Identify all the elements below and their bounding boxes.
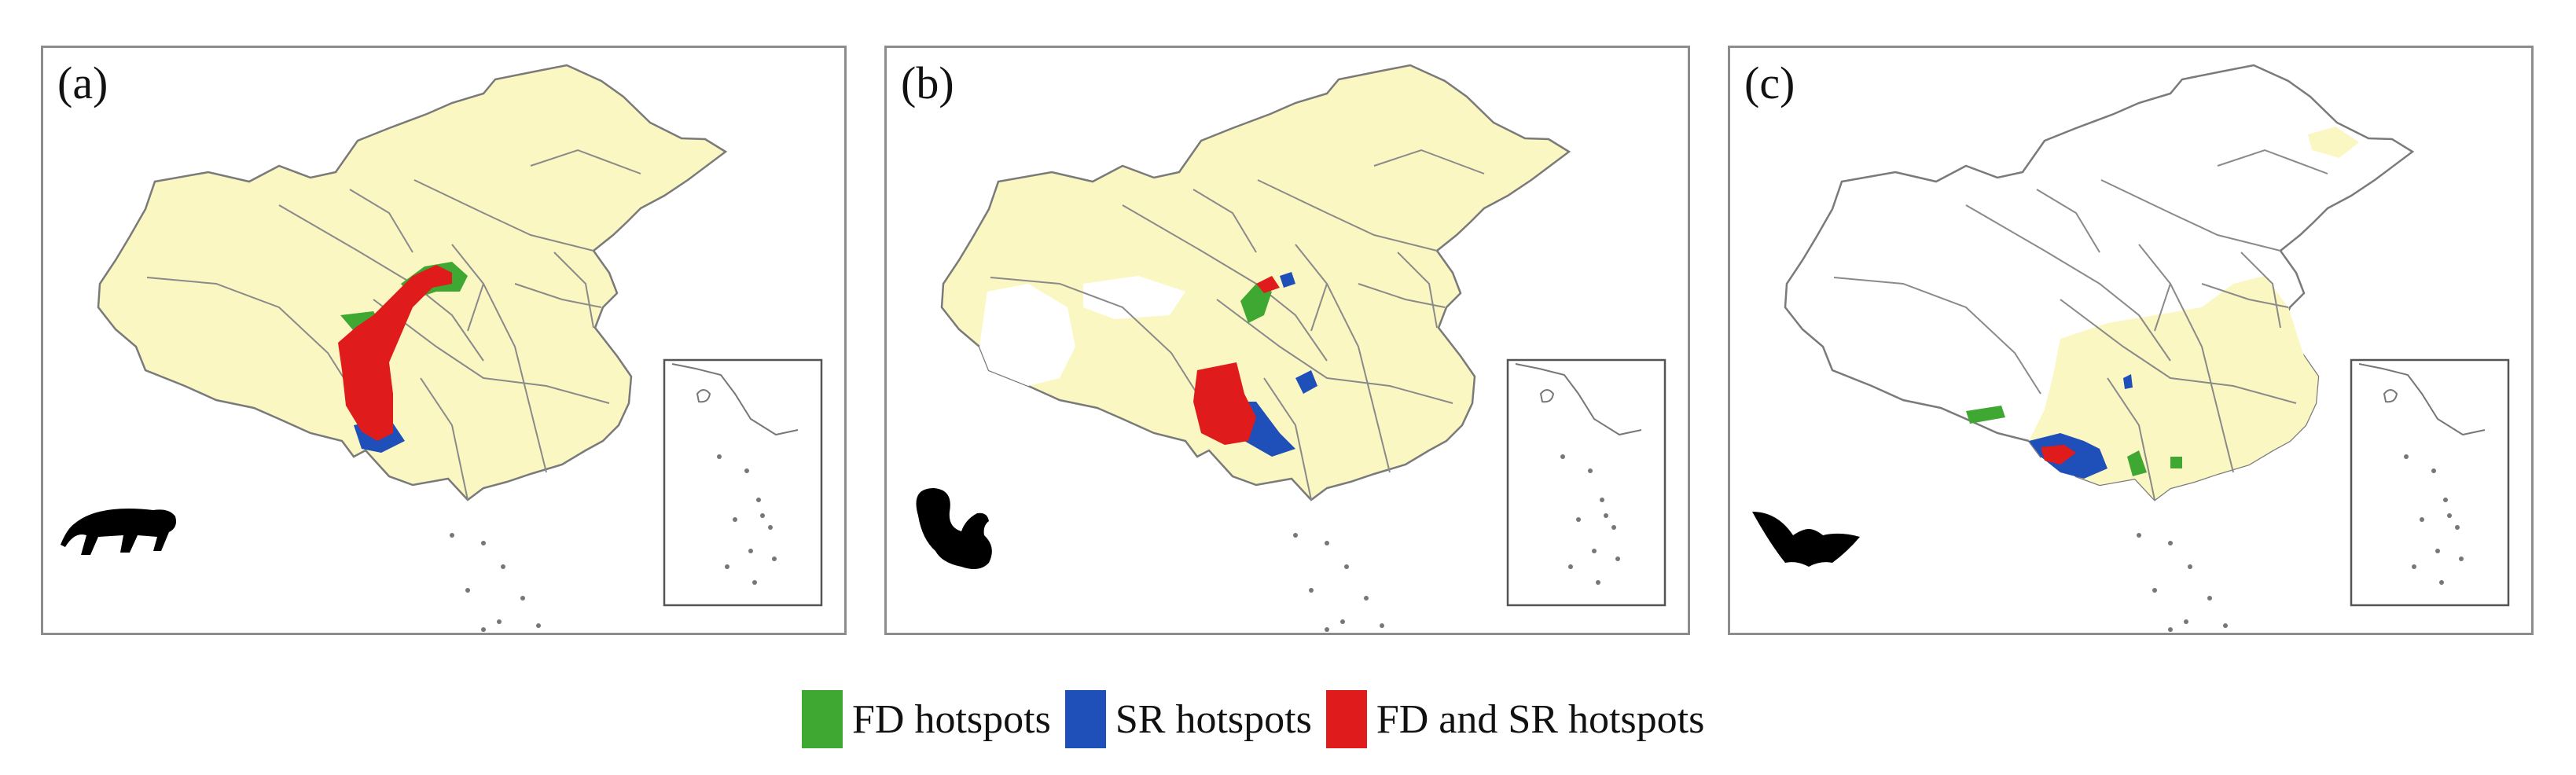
fd-sr-hotspot-region	[1193, 276, 1280, 445]
legend-item-both: FD and SR hotspots	[1325, 690, 1705, 748]
panel-label-c: (c)	[1744, 57, 1795, 108]
fd-hotspot-region	[1240, 284, 1272, 323]
legend-item-sr: SR hotspots	[1064, 690, 1312, 748]
map-a	[61, 64, 823, 632]
map-c	[1752, 64, 2510, 632]
panel-label-b: (b)	[901, 57, 954, 108]
legend-item-fd: FD hotspots	[802, 690, 1051, 748]
fd-sr-hotspot-region	[338, 265, 452, 441]
map-panel-a: (a)	[41, 46, 847, 635]
fd-hotspot-region	[1966, 406, 2182, 476]
occupied-region	[2029, 127, 2359, 500]
legend-label-fd: FD hotspots	[852, 696, 1051, 742]
squirrel-silhouette-icon	[916, 488, 992, 570]
legend-swatch-fd	[802, 690, 843, 748]
map-panel-c: (c)	[1728, 46, 2534, 635]
legend: FD hotspots SR hotspots FD and SR hotspo…	[802, 688, 1718, 751]
legend-label-sr: SR hotspots	[1115, 696, 1312, 742]
panel-label-a: (a)	[57, 57, 108, 108]
tiger-silhouette-icon	[61, 509, 176, 555]
legend-swatch-both	[1325, 690, 1367, 748]
unoccupied-region	[979, 276, 1185, 386]
map-panel-b: (b)	[884, 46, 1690, 635]
legend-label-both: FD and SR hotspots	[1376, 696, 1705, 742]
fd-sr-hotspot-region	[2041, 445, 2076, 465]
bat-silhouette-icon	[1752, 512, 1860, 567]
map-b	[916, 64, 1666, 632]
legend-swatch-sr	[1064, 690, 1106, 748]
